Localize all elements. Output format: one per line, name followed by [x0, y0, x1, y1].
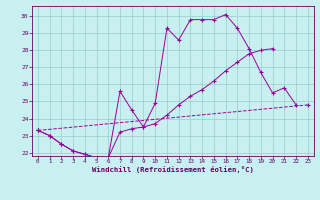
X-axis label: Windchill (Refroidissement éolien,°C): Windchill (Refroidissement éolien,°C) [92, 166, 254, 173]
